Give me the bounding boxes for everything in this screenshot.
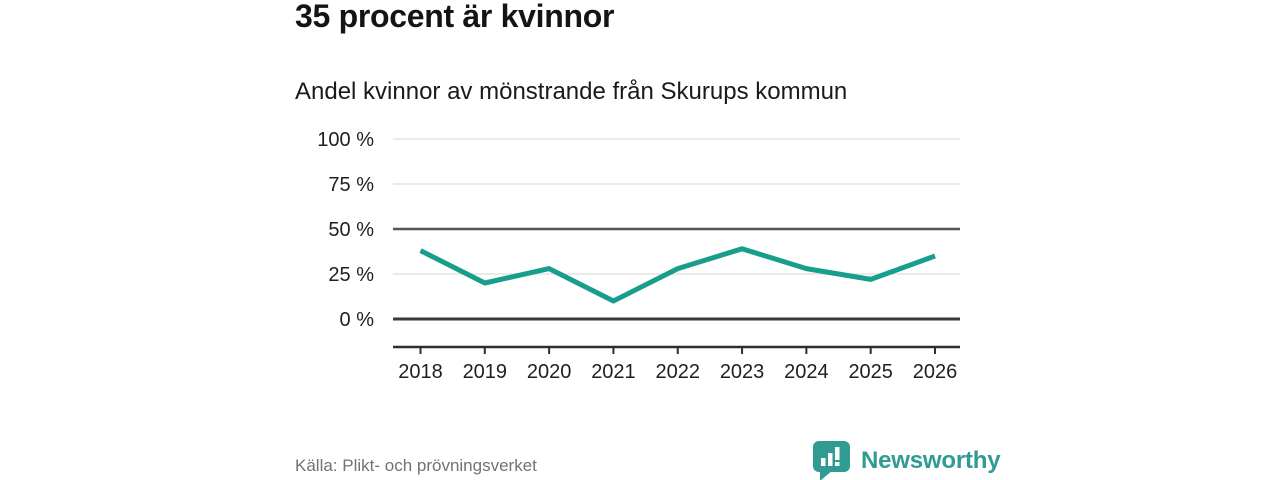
x-tick-label: 2024 — [784, 361, 829, 383]
x-tick-label: 2020 — [527, 361, 572, 383]
newsworthy-wordmark: Newsworthy — [861, 447, 1001, 474]
x-tick-label: 2019 — [463, 361, 508, 383]
newsworthy-brand: Newsworthy — [812, 441, 1001, 480]
y-tick-label: 75 % — [328, 174, 374, 196]
newsworthy-logo-icon — [813, 441, 850, 480]
x-tick-label: 2025 — [848, 361, 893, 383]
x-tick-label: 2022 — [656, 361, 701, 383]
x-tick-label: 2023 — [720, 361, 765, 383]
data-line — [419, 246, 936, 304]
y-tick-label: 25 % — [328, 264, 374, 286]
y-tick-label: 50 % — [328, 219, 374, 241]
chart-subtitle: Andel kvinnor av mönstrande från Skurups… — [295, 78, 848, 105]
x-tick-label: 2021 — [591, 361, 636, 383]
x-tick-label: 2018 — [398, 361, 443, 383]
headline: 35 procent är kvinnor — [295, 0, 615, 34]
source-note: Källa: Plikt- och prövningsverket — [295, 456, 537, 475]
y-tick-label: 100 % — [317, 129, 374, 151]
y-tick-label: 0 % — [340, 309, 375, 331]
line-chart: 0 % 25 % 50 % 75 % 100 % 2018 2019 2020 2021 2022… — [317, 129, 960, 383]
x-tick-label: 2026 — [913, 361, 958, 383]
